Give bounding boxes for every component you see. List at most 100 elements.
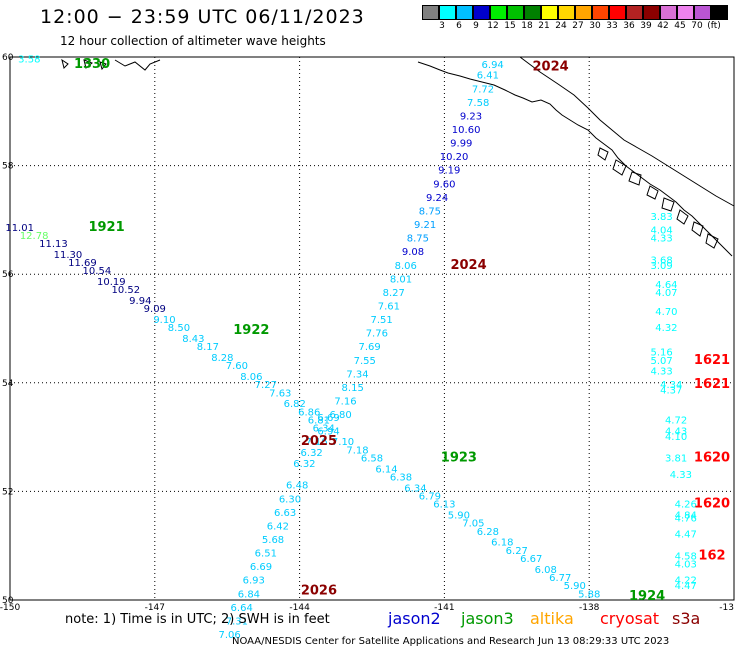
wave-height-value: 4.10 — [665, 432, 687, 443]
wave-height-value: 6.94 — [317, 426, 339, 437]
pass-time-label: 1620 — [694, 497, 730, 512]
wave-height-value: 6.86 — [298, 407, 320, 418]
wave-height-value: 6.77 — [549, 573, 571, 584]
pass-time-label: 2025 — [301, 434, 337, 449]
colorbar-swatch — [575, 5, 592, 20]
colorbar-label: 9 — [473, 21, 479, 31]
wave-height-value: 6.58 — [361, 454, 383, 465]
wave-height-value: 5.90 — [564, 581, 586, 592]
wave-height-value: 6.14 — [375, 464, 397, 475]
coastline — [61, 56, 735, 257]
axis-ticks: -150 -147 -144 -141 -138 -13 60 58 56 54 52 50 — [0, 53, 734, 613]
wave-height-value: 4.76 — [675, 513, 697, 524]
wave-height-value: 9.60 — [433, 179, 455, 190]
colorbar-label: 45 — [674, 21, 686, 31]
colorbar-label: 42 — [657, 21, 669, 31]
wave-height-value: 7.10 — [332, 437, 354, 448]
pass-labels: 1330192119221923192420242024202520261621… — [74, 57, 730, 604]
colorbar-label: 18 — [521, 21, 533, 31]
colorbar-swatch — [541, 5, 558, 20]
wave-height-value: 8.17 — [197, 342, 219, 353]
wave-height-value: 7.16 — [305, 437, 327, 448]
wave-height-value: 6.67 — [520, 554, 542, 565]
wave-height-value: 6.34 — [404, 483, 426, 494]
colorbar-swatch — [473, 5, 490, 20]
wave-height-value: 7.16 — [334, 397, 356, 408]
wave-height-value: 6.69 — [250, 562, 272, 573]
colorbar-swatch — [439, 5, 456, 20]
legend-altika: altika — [530, 609, 574, 628]
islands-2 — [61, 58, 107, 71]
colorbar-label: 6 — [456, 21, 462, 31]
pass-time-label: 1924 — [629, 589, 665, 604]
wave-height-value: 4.47 — [675, 581, 697, 592]
wave-height-value: 4.58 — [675, 551, 697, 562]
colorbar-label: 70 — [691, 21, 703, 31]
wave-height-value: 4.22 — [675, 576, 697, 587]
colorbar-swatch — [558, 5, 575, 20]
wave-height-value: 6.80 — [329, 410, 351, 421]
colorbar-swatch — [660, 5, 677, 20]
colorbar-swatch — [507, 5, 524, 20]
wave-height-value: 6.13 — [433, 500, 455, 511]
wave-height-value: 7.69 — [358, 342, 380, 353]
wave-height-value: 8.27 — [383, 288, 405, 299]
wave-height-value: 4.04 — [650, 225, 672, 236]
wave-height-value: 5.07 — [650, 356, 672, 367]
wave-height-value: 7.51 — [371, 315, 393, 326]
wave-height-value: 4.37 — [660, 386, 682, 397]
wave-height-value: 8.28 — [211, 353, 233, 364]
pass-time-label: 1620 — [694, 451, 730, 466]
kenai-coast — [114, 59, 161, 71]
legend-jason2: jason2 — [388, 609, 441, 628]
wave-height-value: 10.54 — [83, 266, 112, 277]
lat-tick-label: 58 — [2, 162, 14, 172]
wave-height-value: 8.01 — [390, 274, 412, 285]
pass-time-label: 1330 — [74, 57, 110, 72]
alaska-coast — [417, 61, 733, 257]
islands-1 — [597, 147, 719, 249]
wave-height-value: 10.20 — [440, 152, 469, 163]
lon-tick-label: -150 — [0, 603, 20, 613]
lon-tick-label: -141 — [434, 603, 454, 613]
wave-height-value: 6.64 — [231, 603, 253, 614]
colorbar-swatch — [609, 5, 626, 20]
wave-height-value: 9.94 — [129, 296, 151, 307]
wave-height-value: 8.15 — [342, 383, 364, 394]
colorbar-swatch — [456, 5, 473, 20]
wave-height-value: 9.23 — [460, 111, 482, 122]
wave-height-value: 8.75 — [407, 234, 429, 245]
wave-height-value: 4.43 — [665, 426, 687, 437]
wave-height-value: 9.10 — [153, 315, 175, 326]
colorbar-label: 30 — [589, 21, 601, 31]
legend-s3a: s3a — [672, 609, 701, 628]
wave-height-value: 11.01 — [5, 223, 34, 234]
wave-height-value: 9.21 — [414, 220, 436, 231]
lat-tick-label: 56 — [2, 270, 14, 280]
wave-height-value: 7.60 — [226, 361, 248, 372]
wave-height-value: 6.27 — [506, 546, 528, 557]
wave-height-value: 3.09 — [650, 261, 672, 272]
wave-height-value: 6.34 — [313, 424, 335, 435]
wave-height-value: 11.13 — [39, 239, 68, 250]
wave-height-value: 6.18 — [491, 538, 513, 549]
wave-height-value: 5.68 — [262, 535, 284, 546]
wave-height-value: 6.81 — [308, 416, 330, 427]
colorbar-label: 39 — [640, 21, 652, 31]
wave-height-value: 6.63 — [274, 508, 296, 519]
colorbar-label: 15 — [504, 21, 516, 31]
altimeter-tracks: 3.5811.0112.7811.1311.3011.6910.5410.191… — [5, 54, 697, 641]
wave-height-value: 4.33 — [650, 367, 672, 378]
wave-height-value: 9.09 — [144, 304, 166, 315]
colorbar-label: 24 — [555, 21, 567, 31]
lat-tick-label: 60 — [2, 53, 14, 63]
wave-height-value: 8.06 — [395, 261, 417, 272]
wave-height-value: 6.48 — [286, 481, 308, 492]
wave-height-value: 5.16 — [650, 348, 672, 359]
graticule — [10, 57, 734, 600]
units-note: note: 1) Time is in UTC; 2) SWH is in fe… — [65, 612, 330, 627]
pass-time-label: 2024 — [532, 60, 568, 75]
colorbar-label: 33 — [606, 21, 618, 31]
wave-height-value: 7.63 — [269, 388, 291, 399]
wave-height-value: 9.08 — [402, 247, 424, 258]
